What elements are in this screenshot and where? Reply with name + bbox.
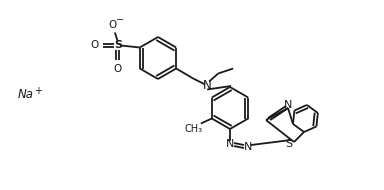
Text: Na: Na — [18, 89, 34, 101]
Text: N: N — [284, 100, 292, 110]
Text: N: N — [226, 139, 234, 149]
Text: N: N — [203, 79, 212, 92]
Text: +: + — [34, 86, 42, 96]
Text: −: − — [116, 16, 124, 25]
Text: N: N — [244, 142, 252, 152]
Text: S: S — [285, 139, 293, 149]
Text: S: S — [114, 40, 122, 51]
Text: O: O — [114, 63, 122, 74]
Text: O: O — [109, 20, 117, 29]
Text: O: O — [91, 40, 99, 51]
Text: CH₃: CH₃ — [185, 124, 203, 134]
